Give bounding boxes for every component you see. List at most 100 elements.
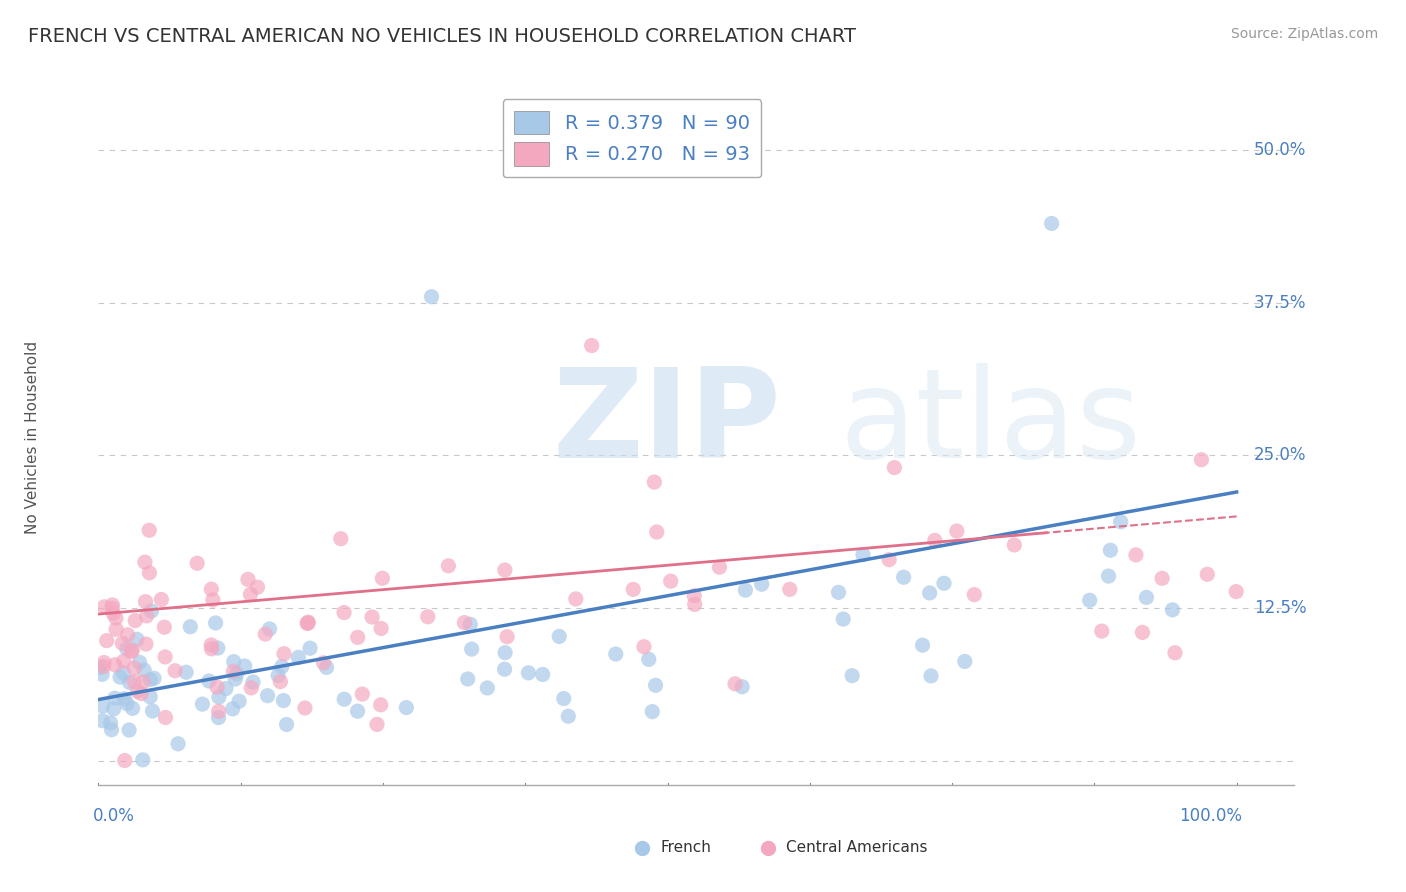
Point: [259, 622, 281, 636]
Point: [93, 863, 115, 878]
Point: [273, 647, 295, 661]
Point: [460, 642, 482, 657]
Point: [200, 638, 222, 652]
Text: FRENCH VS CENTRAL AMERICAN NO VEHICLES IN HOUSEHOLD CORRELATION CHART: FRENCH VS CENTRAL AMERICAN NO VEHICLES I…: [28, 27, 856, 45]
Point: [93, 659, 115, 673]
Point: [946, 524, 969, 538]
Point: [644, 678, 666, 692]
Point: [370, 698, 392, 712]
Point: [225, 666, 247, 681]
Point: [91, 667, 114, 681]
Point: [222, 655, 245, 669]
Point: [494, 646, 516, 660]
Point: [581, 338, 603, 352]
Point: [155, 710, 177, 724]
Point: [91, 714, 114, 728]
Point: [198, 673, 221, 688]
Point: [641, 705, 664, 719]
Text: 50.0%: 50.0%: [1254, 141, 1306, 160]
Point: [276, 717, 298, 731]
Point: [138, 566, 160, 580]
Point: [112, 691, 135, 706]
Text: No Vehicles in Household: No Vehicles in Household: [25, 341, 41, 533]
Point: [118, 723, 141, 737]
Point: [115, 697, 138, 711]
Point: [138, 523, 160, 537]
Point: [420, 290, 443, 304]
Point: [104, 657, 127, 672]
Point: [841, 668, 863, 682]
Point: [134, 663, 156, 677]
Point: [299, 641, 322, 656]
Point: [94, 863, 117, 878]
Point: [1002, 538, 1025, 552]
Point: [122, 661, 145, 675]
Point: [153, 620, 176, 634]
Point: [191, 697, 214, 711]
Point: [132, 753, 155, 767]
Point: [832, 612, 855, 626]
Point: [96, 633, 118, 648]
Point: [1132, 625, 1154, 640]
Point: [228, 694, 250, 708]
Point: [200, 582, 222, 597]
Point: [121, 701, 143, 715]
Point: [269, 674, 291, 689]
Point: [827, 585, 849, 599]
Point: [1161, 603, 1184, 617]
Point: [132, 674, 155, 689]
Point: [135, 637, 157, 651]
Point: [89, 660, 111, 674]
Point: [111, 636, 134, 650]
Point: [127, 684, 149, 698]
Text: ZIP: ZIP: [553, 363, 782, 483]
Point: [167, 737, 190, 751]
Point: [242, 675, 264, 690]
Point: [121, 644, 143, 658]
Point: [239, 587, 262, 601]
Point: [883, 460, 905, 475]
Point: [312, 656, 335, 670]
Point: [458, 617, 481, 632]
Point: [294, 701, 316, 715]
Point: [215, 681, 238, 696]
Point: [643, 475, 665, 489]
Point: [932, 576, 955, 591]
Point: [1152, 571, 1174, 585]
Point: [683, 598, 706, 612]
Point: [101, 607, 124, 621]
Point: [128, 656, 150, 670]
Point: [361, 610, 384, 624]
Point: [221, 702, 243, 716]
Point: [366, 717, 388, 731]
Point: [453, 615, 475, 630]
Point: [531, 667, 554, 681]
Point: [1189, 452, 1212, 467]
Point: [709, 560, 731, 574]
Point: [605, 647, 627, 661]
Text: Source: ZipAtlas.com: Source: ZipAtlas.com: [1230, 27, 1378, 41]
Point: [295, 616, 318, 631]
Point: [496, 630, 519, 644]
Point: [557, 709, 579, 723]
Point: [734, 583, 756, 598]
Point: [124, 614, 146, 628]
Point: [494, 662, 516, 676]
Point: [222, 665, 245, 679]
Point: [270, 659, 292, 673]
Point: [346, 631, 368, 645]
Point: [104, 611, 127, 625]
Point: [105, 623, 128, 637]
Text: 37.5%: 37.5%: [1254, 293, 1306, 312]
Point: [683, 589, 706, 603]
Point: [233, 659, 256, 673]
Point: [208, 704, 231, 718]
Point: [637, 652, 659, 666]
Point: [346, 704, 368, 718]
Point: [179, 620, 201, 634]
Point: [112, 665, 135, 680]
Point: [553, 691, 575, 706]
Point: [416, 609, 439, 624]
Point: [1135, 591, 1157, 605]
Point: [139, 690, 162, 704]
